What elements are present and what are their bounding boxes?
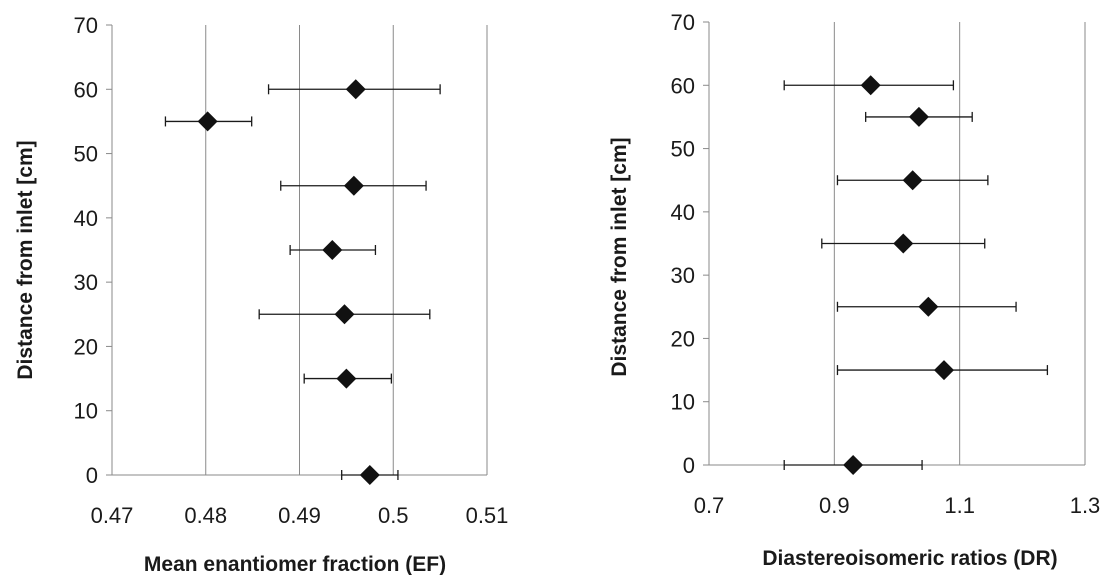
ef-y-tick-label: 60 <box>74 77 98 102</box>
ef-data-point <box>345 79 366 100</box>
dr-data-point <box>902 170 923 191</box>
dr-y-tick-label: 30 <box>671 263 695 288</box>
dr-x-tick-label: 1.1 <box>944 493 975 518</box>
dr-data-point <box>860 75 881 96</box>
ef-x-axis-label: Mean enantiomer fraction (EF) <box>144 553 446 575</box>
dr-y-tick-label: 40 <box>671 200 695 225</box>
ef-data-point <box>197 111 218 132</box>
ef-x-tick-label: 0.49 <box>278 503 321 528</box>
ef-y-tick-label: 40 <box>74 206 98 231</box>
dr-chart: 0.7 0.9 1.1 1.3 0 10 20 30 40 50 60 70 Diastereoiso… <box>608 10 1100 570</box>
ef-y-axis-label: Distance from inlet [cm] <box>14 140 37 379</box>
ef-y-tick-label: 30 <box>74 270 98 295</box>
dr-data-point <box>843 455 864 475</box>
dr-data-point <box>893 233 914 254</box>
ef-data-point <box>322 240 343 260</box>
ef-chart: 0.47 0.48 0.49 0.5 0.51 0 10 20 30 40 50 60 70 Mean … <box>14 13 508 575</box>
dr-data-point <box>918 296 939 317</box>
dr-y-tick-label: 20 <box>671 326 695 351</box>
ef-y-tick-label: 0 <box>86 463 98 488</box>
dr-y-tick-label: 0 <box>683 453 695 478</box>
ef-x-tick-label: 0.5 <box>378 503 409 528</box>
ef-data-point <box>359 465 380 485</box>
dr-y-tick-label: 10 <box>671 390 695 415</box>
dr-y-axis-label: Distance from inlet [cm] <box>608 137 631 376</box>
ef-data-point <box>334 304 355 325</box>
ef-x-tick-label: 0.48 <box>184 503 227 528</box>
dr-data-point <box>934 360 954 381</box>
dr-x-tick-label: 1.3 <box>1070 493 1101 518</box>
dr-y-tick-label: 70 <box>671 10 695 35</box>
ef-x-tick-label: 0.47 <box>91 503 134 528</box>
ef-x-tick-label: 0.51 <box>466 503 509 528</box>
ef-data-point <box>336 368 357 389</box>
ef-data-point <box>343 175 364 196</box>
ef-y-tick-label: 70 <box>74 13 98 38</box>
dr-y-tick-label: 50 <box>671 137 695 162</box>
ef-y-tick-label: 20 <box>74 334 98 359</box>
dr-x-tick-label: 0.7 <box>694 493 725 518</box>
dr-x-tick-label: 0.9 <box>819 493 850 518</box>
ef-y-tick-label: 50 <box>74 142 98 167</box>
dr-data-point <box>908 106 929 127</box>
ef-y-tick-label: 10 <box>74 399 98 424</box>
dr-x-axis-label: Diastereoisomeric ratios (DR) <box>762 547 1057 570</box>
dr-y-tick-label: 60 <box>671 73 695 98</box>
